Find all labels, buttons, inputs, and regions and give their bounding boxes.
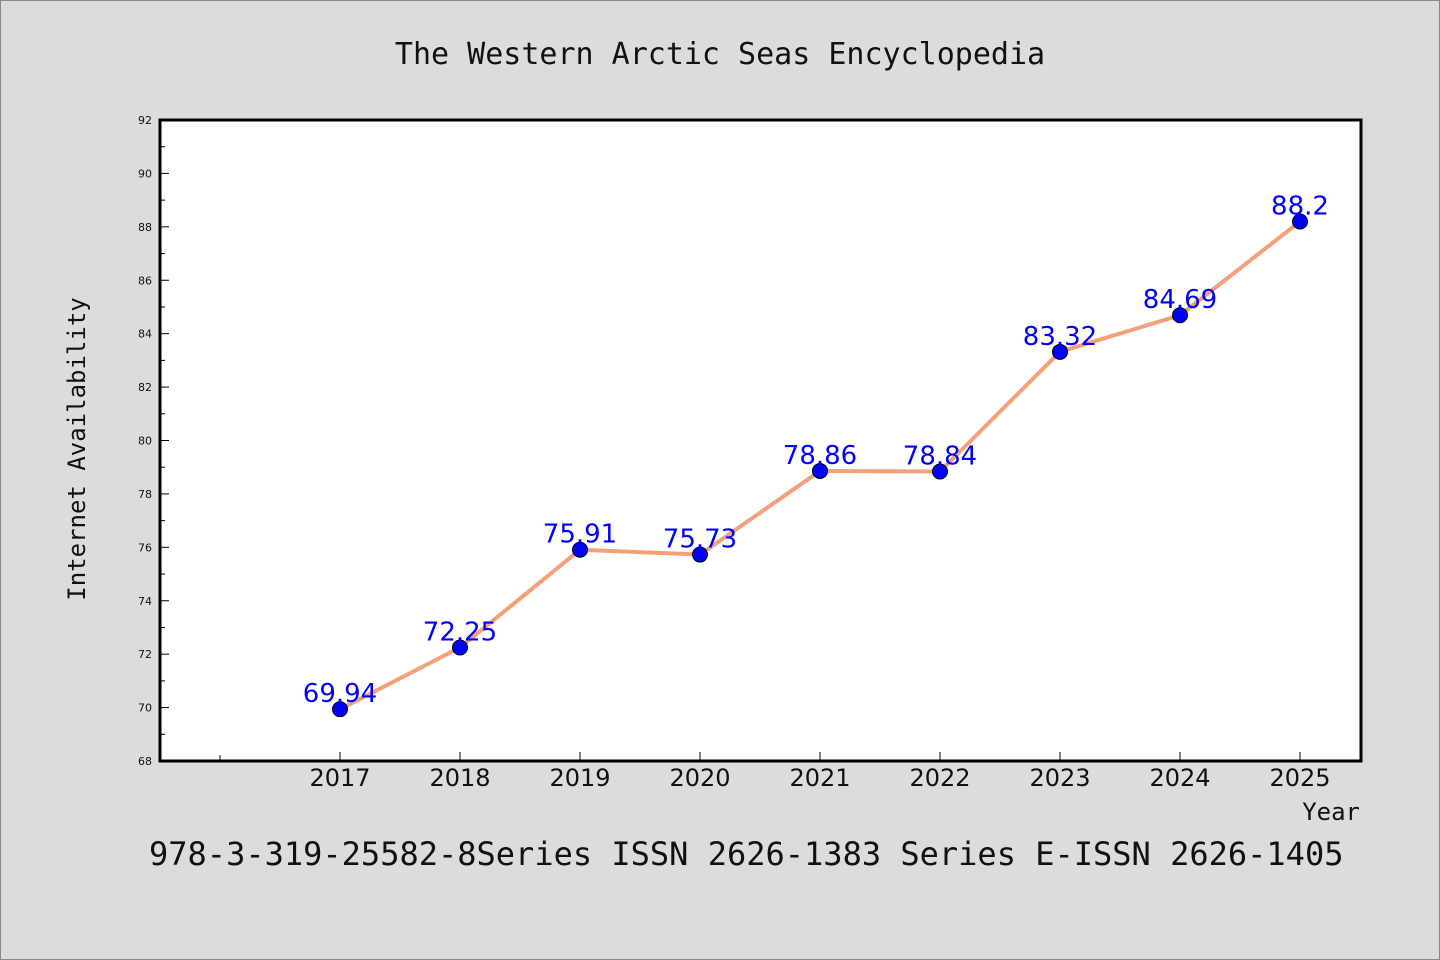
- y-tick-label: 80: [138, 435, 152, 448]
- y-tick-label: 88: [138, 221, 152, 234]
- y-tick-label: 74: [138, 595, 152, 608]
- data-value-label: 72.25: [423, 617, 497, 647]
- plot-frame: [158, 118, 1363, 763]
- data-labels: 69.94 72.25 75.91 75.73 78.86 78.84 83.32 84.69…: [303, 191, 1329, 709]
- x-tick-label: 2018: [429, 764, 490, 792]
- x-tick-label: 2025: [1269, 764, 1330, 792]
- data-value-label: 88.2: [1271, 191, 1329, 221]
- data-value-label: 84.69: [1143, 285, 1217, 315]
- data-markers: [332, 213, 1308, 718]
- data-point-marker: [1172, 307, 1188, 324]
- y-tick-label: 76: [138, 541, 152, 554]
- y-tick-label: 68: [138, 755, 152, 768]
- y-axis-label: Internet Availability: [63, 297, 91, 600]
- data-value-label: 78.84: [903, 441, 977, 471]
- data-value-label: 75.91: [543, 520, 617, 550]
- data-point-marker: [812, 462, 828, 479]
- y-tick-label: 84: [138, 328, 152, 341]
- y-tick-label: 92: [138, 114, 152, 127]
- data-value-label: 69.94: [303, 679, 377, 709]
- x-tick-label: 2020: [669, 764, 730, 792]
- y-tick-label: 82: [138, 381, 152, 394]
- x-tick-label: 2024: [1149, 764, 1210, 792]
- data-value-label: 75.73: [663, 525, 737, 555]
- y-tick-label: 70: [138, 702, 152, 715]
- x-tick-label: 2023: [1029, 764, 1090, 792]
- data-point-marker: [452, 639, 468, 656]
- x-axis-ticks: 2017 2018 2019 2020 2021 2022 2023 2024 2025: [219, 752, 1331, 792]
- data-point-marker: [572, 541, 588, 558]
- x-tick-label: 2021: [789, 764, 850, 792]
- y-tick-label: 78: [138, 488, 152, 501]
- data-value-label: 78.86: [783, 441, 857, 471]
- x-axis-label: Year: [1302, 798, 1360, 826]
- data-point-marker: [932, 463, 948, 480]
- data-point-marker: [1292, 213, 1308, 230]
- isbn-issn-footer: 978-3-319-25582-8Series ISSN 2626-1383 S…: [149, 835, 1343, 873]
- data-value-label: 83.32: [1023, 322, 1097, 352]
- data-point-marker: [692, 546, 708, 563]
- data-point-marker: [332, 701, 348, 718]
- x-tick-label: 2022: [909, 764, 970, 792]
- y-tick-label: 72: [138, 648, 152, 661]
- chart-title: The Western Arctic Seas Encyclopedia: [395, 37, 1045, 72]
- y-tick-label: 90: [138, 167, 152, 180]
- plot-area: [160, 120, 1361, 761]
- x-tick-label: 2019: [549, 764, 610, 792]
- x-tick-label: 2017: [309, 764, 370, 792]
- data-point-marker: [1052, 343, 1068, 360]
- y-tick-label: 86: [138, 274, 152, 287]
